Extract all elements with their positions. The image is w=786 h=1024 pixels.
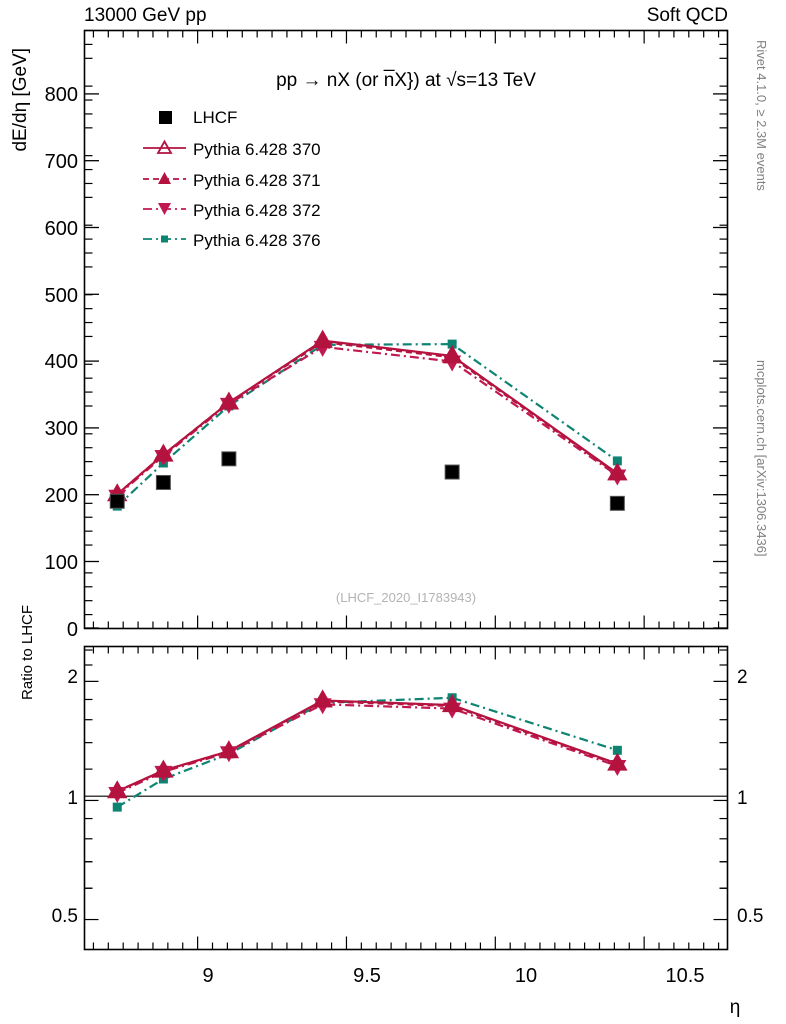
legend-label-lhcf: LHCF	[193, 108, 237, 127]
ratio-line-pythia-6-428-371	[116, 700, 618, 793]
main-panel-data	[107, 329, 628, 511]
legend-entry-pythia-370[interactable]: Pythia 6.428 370	[143, 139, 321, 159]
xtick-label-9: 9	[202, 965, 213, 987]
ratio-panel-data	[107, 689, 628, 812]
legend-marker-triangle-down-filled-icon	[158, 203, 171, 215]
series-line-pythia-6-428-372	[116, 345, 618, 497]
ratio-ytick-label-1-right: 1	[737, 788, 748, 809]
x-axis-label: η	[730, 997, 741, 1018]
plot-title: pp → nX (or n̅X}) at √s=13 TeV	[276, 70, 536, 91]
legend-entry-pythia-372[interactable]: Pythia 6.428 372	[143, 201, 321, 220]
ytick-label-400: 400	[45, 351, 78, 373]
analysis-watermark: (LHCF_2020_I1783943)	[336, 590, 476, 605]
main-y-major-ticks	[84, 93, 728, 629]
xtick-label-95: 9.5	[353, 965, 381, 987]
ytick-label-0: 0	[67, 619, 78, 641]
legend-marker-triangle-up-filled-icon	[158, 172, 171, 184]
legend-entry-pythia-376[interactable]: Pythia 6.428 376	[143, 231, 321, 250]
ytick-label-600: 600	[45, 218, 78, 240]
xtick-label-105: 10.5	[666, 965, 705, 987]
y-axis-label-main: dE/dη [GeV]	[10, 48, 31, 152]
main-x-ticks	[92, 30, 720, 629]
main-panel-frame	[83, 29, 729, 630]
ratio-line-pythia-6-428-370	[116, 699, 618, 793]
side-label-rivet: Rivet 4.1.0, ≥ 2.3M events	[754, 40, 769, 191]
legend-marker-square-icon	[159, 111, 172, 124]
series-line-pythia-6-428-371	[116, 340, 618, 496]
ratio-ytick-label-05-right: 0.5	[737, 906, 763, 927]
header-right-process: Soft QCD	[647, 5, 728, 26]
legend-entry-pythia-371[interactable]: Pythia 6.428 371	[143, 171, 321, 190]
xtick-label-10: 10	[515, 965, 537, 987]
ratio-ytick-label-1: 1	[67, 788, 78, 809]
main-y-minor-ticks	[84, 29, 728, 616]
ratio-line-pythia-6-428-372	[116, 703, 618, 795]
legend-label-pythia-370: Pythia 6.428 370	[193, 140, 321, 159]
ytick-label-200: 200	[45, 485, 78, 507]
series-line-pythia-6-428-370	[116, 339, 618, 496]
ratio-y-ticks	[84, 649, 728, 921]
side-label-mcplots: mcplots.cern.ch [arXiv:1306.3436]	[754, 360, 769, 557]
ytick-label-100: 100	[45, 552, 78, 574]
series-line-pythia-6-428-376	[116, 343, 618, 507]
ratio-ytick-label-05: 0.5	[52, 906, 78, 927]
ratio-panel-frame	[83, 645, 729, 951]
legend-label-pythia-371: Pythia 6.428 371	[193, 171, 321, 190]
ratio-ytick-label-2-right: 2	[737, 667, 748, 688]
ytick-label-500: 500	[45, 285, 78, 307]
ratio-line-pythia-6-428-376	[116, 696, 618, 809]
header-left-beam: 13000 GeV pp	[84, 5, 207, 26]
ytick-label-700: 700	[45, 151, 78, 173]
y-axis-label-ratio: Ratio to LHCF	[19, 605, 36, 700]
legend-label-pythia-372: Pythia 6.428 372	[193, 201, 321, 220]
ytick-label-300: 300	[45, 418, 78, 440]
legend: LHCF Pythia 6.428 370 Pythia 6.428 371 P…	[143, 108, 321, 250]
legend-marker-triangle-up-open-icon	[156, 139, 173, 154]
legend-entry-lhcf[interactable]: LHCF	[159, 108, 237, 127]
ytick-label-800: 800	[45, 84, 78, 106]
legend-marker-square-small-icon	[161, 235, 168, 243]
ratio-ytick-label-2: 2	[67, 667, 78, 688]
ratio-x-ticks	[92, 646, 720, 950]
legend-label-pythia-376: Pythia 6.428 376	[193, 231, 321, 250]
